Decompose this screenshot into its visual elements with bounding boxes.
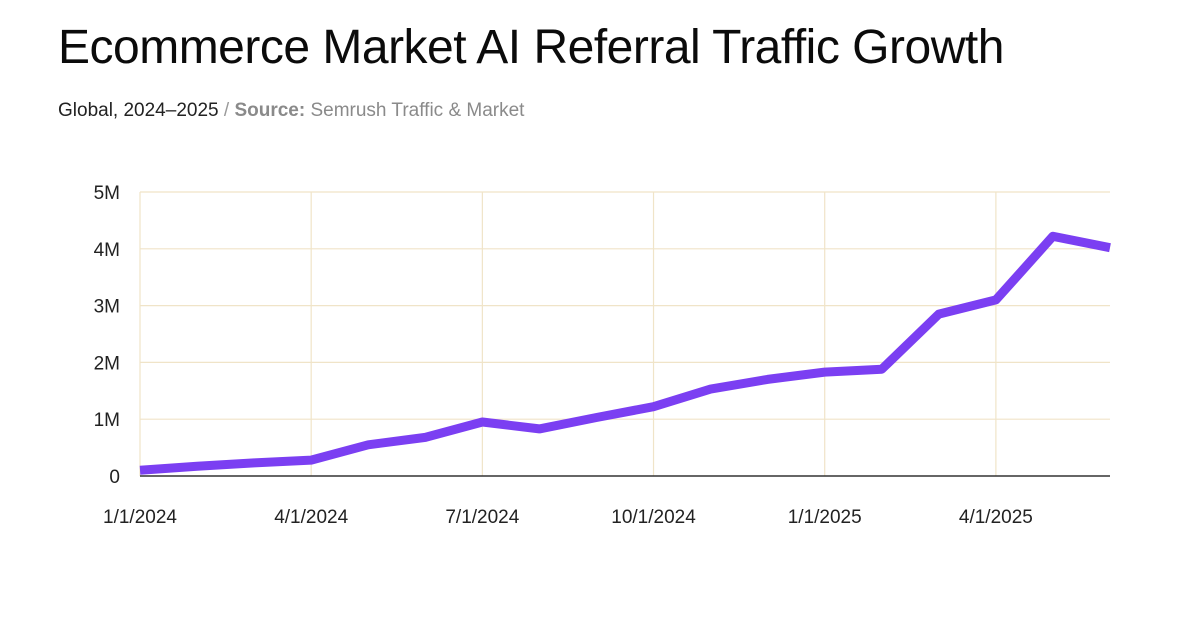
- y-axis-ticks: 0 1M 2M 3M 4M 5M: [94, 183, 120, 488]
- source-value: Semrush Traffic & Market: [310, 100, 525, 121]
- grid: [139, 191, 1110, 476]
- x-tick-label: 4/1/2025: [959, 507, 1033, 528]
- subtitle-separator: /: [223, 100, 230, 121]
- chart-subtitle: Global, 2024–2025 / Source: Semrush Traf…: [58, 100, 524, 122]
- x-tick-label: 1/1/2024: [103, 507, 177, 528]
- y-tick-label: 3M: [94, 297, 120, 318]
- source-label: Source:: [234, 100, 306, 121]
- series: [139, 231, 1111, 475]
- x-tick-label: 10/1/2024: [611, 507, 696, 528]
- x-tick-label: 4/1/2024: [274, 507, 348, 528]
- series-line: [139, 231, 1111, 475]
- x-tick-label: 1/1/2025: [788, 507, 862, 528]
- y-tick-label: 5M: [94, 183, 120, 204]
- y-tick-label: 0: [109, 467, 120, 488]
- y-tick-label: 4M: [94, 240, 120, 261]
- y-tick-label: 1M: [94, 410, 120, 431]
- x-tick-label: 7/1/2024: [445, 507, 519, 528]
- region-period: Global, 2024–2025: [58, 100, 219, 121]
- y-tick-label: 2M: [94, 353, 120, 374]
- x-axis-ticks: 1/1/2024 4/1/2024 7/1/2024 10/1/2024 1/1/202…: [103, 507, 1033, 528]
- chart-title: Ecommerce Market AI Referral Traffic Gro…: [58, 21, 1004, 74]
